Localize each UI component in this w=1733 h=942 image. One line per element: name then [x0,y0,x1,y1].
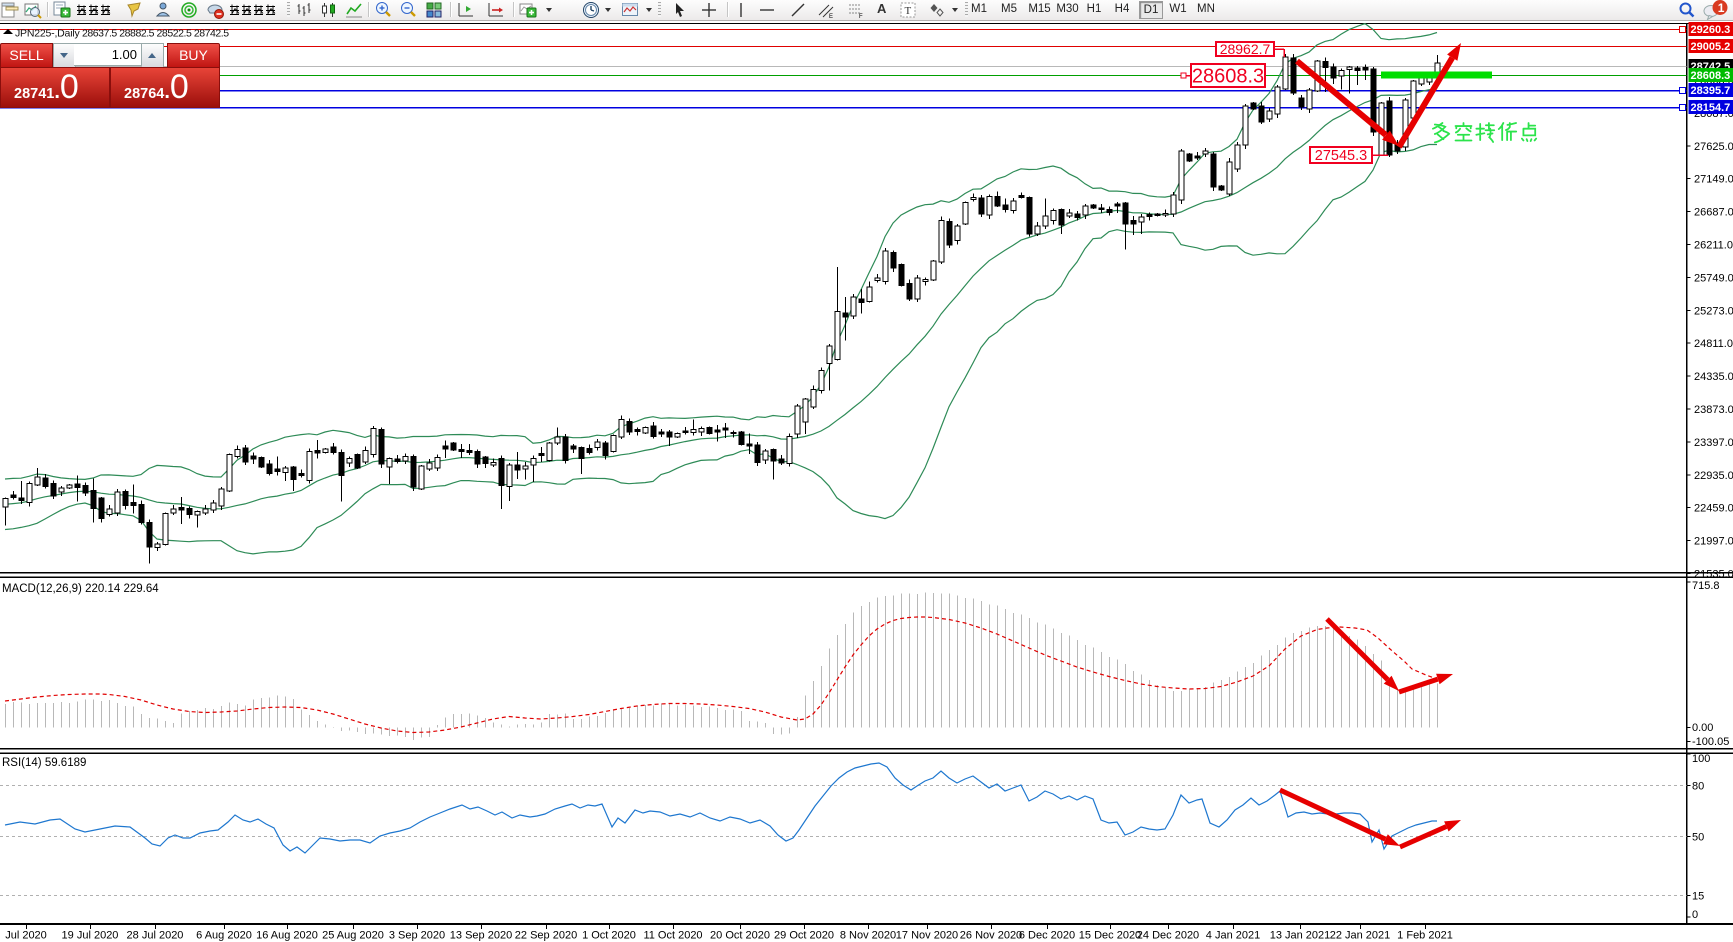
svg-text:Jul 2020: Jul 2020 [5,930,47,942]
svg-text:16 Aug 2020: 16 Aug 2020 [256,930,318,942]
svg-text:-100.05: -100.05 [1692,736,1729,748]
svg-text:715.8: 715.8 [1692,580,1720,592]
svg-text:0: 0 [1692,909,1698,921]
svg-text:T: T [905,5,912,17]
svg-text:F: F [859,14,863,19]
svg-text:4 Jan 2021: 4 Jan 2021 [1206,930,1260,942]
svg-text:RSI(14) 59.6189: RSI(14) 59.6189 [2,757,86,769]
svg-text:22459.0: 22459.0 [1694,503,1733,515]
svg-text:28962.7: 28962.7 [1220,41,1271,57]
svg-text:6 Dec 2020: 6 Dec 2020 [1019,930,1075,942]
svg-text:0.00: 0.00 [1692,722,1713,734]
svg-text:22 Sep 2020: 22 Sep 2020 [515,930,577,942]
svg-text:28 Jul 2020: 28 Jul 2020 [127,930,184,942]
svg-text:28395.7: 28395.7 [1691,85,1731,97]
svg-text:29005.2: 29005.2 [1691,41,1731,53]
svg-text:24 Dec 2020: 24 Dec 2020 [1137,930,1199,942]
svg-text:24811.0: 24811.0 [1694,338,1733,350]
svg-text:15: 15 [1692,891,1704,903]
svg-text:26 Nov 2020: 26 Nov 2020 [960,930,1022,942]
svg-text:8 Nov 2020: 8 Nov 2020 [840,930,896,942]
svg-text:21535.0: 21535.0 [1694,569,1733,581]
svg-text:21997.0: 21997.0 [1694,536,1733,548]
svg-text:27625.0: 27625.0 [1694,141,1733,153]
svg-text:25749.0: 25749.0 [1694,272,1733,284]
svg-text:19 Jul 2020: 19 Jul 2020 [62,930,119,942]
svg-text:20 Oct 2020: 20 Oct 2020 [710,930,770,942]
svg-text:3 Sep 2020: 3 Sep 2020 [389,930,445,942]
svg-text:22 Jan 2021: 22 Jan 2021 [1330,930,1391,942]
svg-text:28637.5 28882.5 28522.5 28742.: 28637.5 28882.5 28522.5 28742.5 [82,28,229,40]
svg-text:MACD(12,26,9) 220.14 229.64: MACD(12,26,9) 220.14 229.64 [2,583,159,595]
svg-text:27149.0: 27149.0 [1694,174,1733,186]
svg-text:22935.0: 22935.0 [1694,470,1733,482]
svg-text:25 Aug 2020: 25 Aug 2020 [322,930,384,942]
svg-text:23873.0: 23873.0 [1694,404,1733,416]
svg-text:13 Sep 2020: 13 Sep 2020 [450,930,512,942]
svg-text:11 Oct 2020: 11 Oct 2020 [643,930,702,942]
svg-text:100: 100 [1692,753,1710,765]
svg-text:26687.0: 26687.0 [1694,207,1733,219]
svg-text:27545.3: 27545.3 [1315,148,1367,164]
svg-text:1 Oct 2020: 1 Oct 2020 [582,930,636,942]
svg-text:28608.3: 28608.3 [1691,70,1731,82]
svg-text:80: 80 [1692,781,1704,793]
svg-text:29260.3: 29260.3 [1691,24,1731,36]
svg-text:25273.0: 25273.0 [1694,305,1733,317]
svg-text:50: 50 [1692,832,1704,844]
svg-text:JPN225-,Daily: JPN225-,Daily [15,28,80,40]
svg-text:26211.0: 26211.0 [1694,240,1733,252]
svg-text:15 Dec 2020: 15 Dec 2020 [1079,930,1141,942]
svg-text:1: 1 [1718,1,1725,15]
svg-text:17 Nov 2020: 17 Nov 2020 [896,930,958,942]
svg-text:1 Feb 2021: 1 Feb 2021 [1397,930,1453,942]
svg-text:6 Aug 2020: 6 Aug 2020 [196,930,252,942]
svg-text:24335.0: 24335.0 [1694,371,1733,383]
svg-text:13 Jan 2021: 13 Jan 2021 [1270,930,1331,942]
svg-text:23397.0: 23397.0 [1694,437,1733,449]
svg-text:28608.3: 28608.3 [1192,66,1264,88]
svg-text:E: E [829,14,833,19]
svg-text:29 Oct 2020: 29 Oct 2020 [774,930,834,942]
svg-text:28154.7: 28154.7 [1691,102,1731,114]
